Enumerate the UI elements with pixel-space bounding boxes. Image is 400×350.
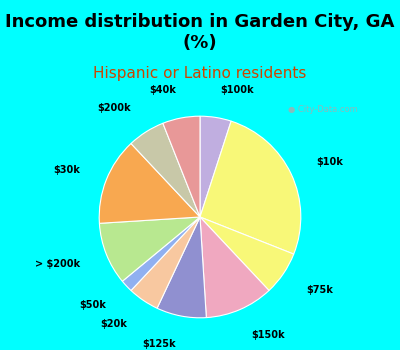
Text: Hispanic or Latino residents: Hispanic or Latino residents bbox=[93, 66, 307, 80]
Wedge shape bbox=[163, 116, 200, 217]
Wedge shape bbox=[99, 217, 200, 281]
Wedge shape bbox=[200, 121, 301, 254]
Text: $75k: $75k bbox=[307, 285, 334, 294]
Wedge shape bbox=[131, 217, 200, 308]
Text: $150k: $150k bbox=[251, 330, 285, 341]
Text: $50k: $50k bbox=[79, 300, 106, 310]
Wedge shape bbox=[99, 144, 200, 223]
Text: $40k: $40k bbox=[149, 85, 176, 95]
Wedge shape bbox=[200, 217, 269, 317]
Text: $20k: $20k bbox=[101, 319, 128, 329]
Text: Income distribution in Garden City, GA
(%): Income distribution in Garden City, GA (… bbox=[5, 13, 395, 52]
Text: $30k: $30k bbox=[53, 164, 80, 175]
Text: $200k: $200k bbox=[97, 103, 131, 113]
Text: $100k: $100k bbox=[220, 85, 254, 95]
Text: $125k: $125k bbox=[142, 339, 176, 349]
Wedge shape bbox=[200, 116, 231, 217]
Wedge shape bbox=[157, 217, 206, 318]
Wedge shape bbox=[131, 123, 200, 217]
Text: > $200k: > $200k bbox=[35, 259, 80, 270]
Wedge shape bbox=[200, 217, 294, 290]
Wedge shape bbox=[122, 217, 200, 290]
Text: $10k: $10k bbox=[317, 157, 344, 167]
Text: ● City-Data.com: ● City-Data.com bbox=[288, 105, 358, 114]
